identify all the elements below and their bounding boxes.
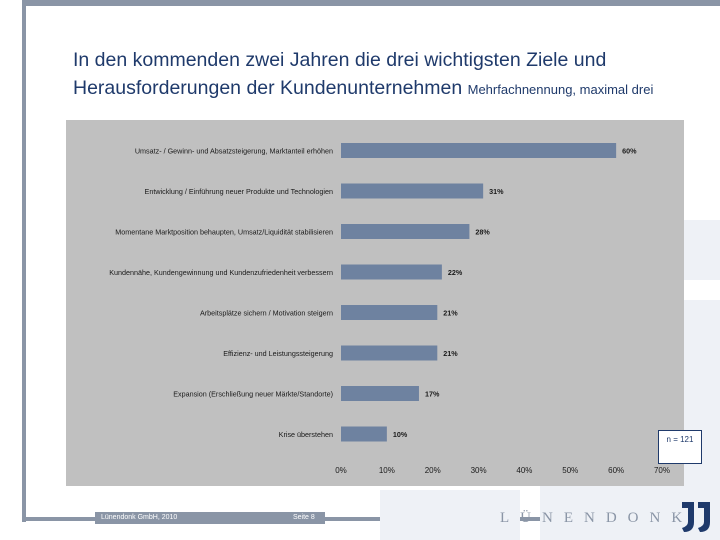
- x-tick-label: 70%: [654, 466, 670, 475]
- data-label: 31%: [489, 187, 504, 196]
- x-tick-label: 30%: [471, 466, 487, 475]
- bar: [341, 264, 442, 280]
- bar: [341, 345, 438, 361]
- x-tick-label: 0%: [335, 466, 347, 475]
- sample-size-label: n = 121: [666, 435, 694, 444]
- data-label: 28%: [475, 228, 490, 237]
- data-label: 22%: [448, 268, 463, 277]
- category-label: Krise überstehen: [279, 430, 333, 439]
- data-label: 21%: [443, 349, 458, 358]
- footer-page: Seite 8: [293, 514, 315, 521]
- logo-mark-icon: [682, 502, 710, 532]
- bar: [341, 386, 419, 401]
- title-sub: Mehrfachnennung, maximal drei: [467, 82, 654, 97]
- bar-chart: Umsatz- / Gewinn- und Absatzsteigerung, …: [66, 120, 684, 486]
- title-main: In den kommenden zwei Jahren die drei wi…: [73, 49, 607, 99]
- bar: [341, 143, 617, 158]
- data-label: 21%: [443, 309, 458, 318]
- x-tick-label: 20%: [425, 466, 441, 475]
- category-label: Expansion (Erschließung neuer Märkte/Sta…: [173, 390, 333, 399]
- logo-text: LÜNENDONK: [500, 510, 694, 526]
- frame-bottom-border: [22, 517, 720, 521]
- frame-top-border: [22, 0, 720, 6]
- data-label: 60%: [622, 147, 637, 156]
- x-tick-label: 10%: [379, 466, 395, 475]
- footer-bar: Lünendonk GmbH, 2010 Seite 8: [95, 512, 325, 524]
- x-tick-label: 50%: [562, 466, 578, 475]
- x-tick-label: 40%: [516, 466, 532, 475]
- category-label: Kundennähe, Kundengewinnung und Kundenzu…: [109, 268, 333, 277]
- bar: [341, 183, 484, 199]
- sample-size-box: n = 121: [658, 430, 702, 464]
- category-label: Umsatz- / Gewinn- und Absatzsteigerung, …: [135, 147, 333, 156]
- category-label: Effizienz- und Leistungssteigerung: [223, 349, 333, 358]
- category-label: Arbeitsplätze sichern / Motivation steig…: [200, 309, 333, 318]
- category-label: Entwicklung / Einführung neuer Produkte …: [145, 187, 333, 196]
- x-tick-label: 60%: [608, 466, 624, 475]
- chart-background: [66, 120, 684, 486]
- bar: [341, 426, 387, 442]
- bar: [341, 224, 470, 239]
- data-label: 10%: [393, 430, 408, 439]
- data-label: 17%: [425, 390, 440, 399]
- slide-title: In den kommenden zwei Jahren die drei wi…: [73, 46, 713, 104]
- frame-left-border: [22, 0, 26, 522]
- footer-company: Lünendonk GmbH, 2010: [101, 514, 178, 521]
- bar: [341, 305, 438, 320]
- company-logo: LÜNENDONK: [500, 502, 715, 534]
- category-label: Momentane Marktposition behaupten, Umsat…: [115, 228, 333, 237]
